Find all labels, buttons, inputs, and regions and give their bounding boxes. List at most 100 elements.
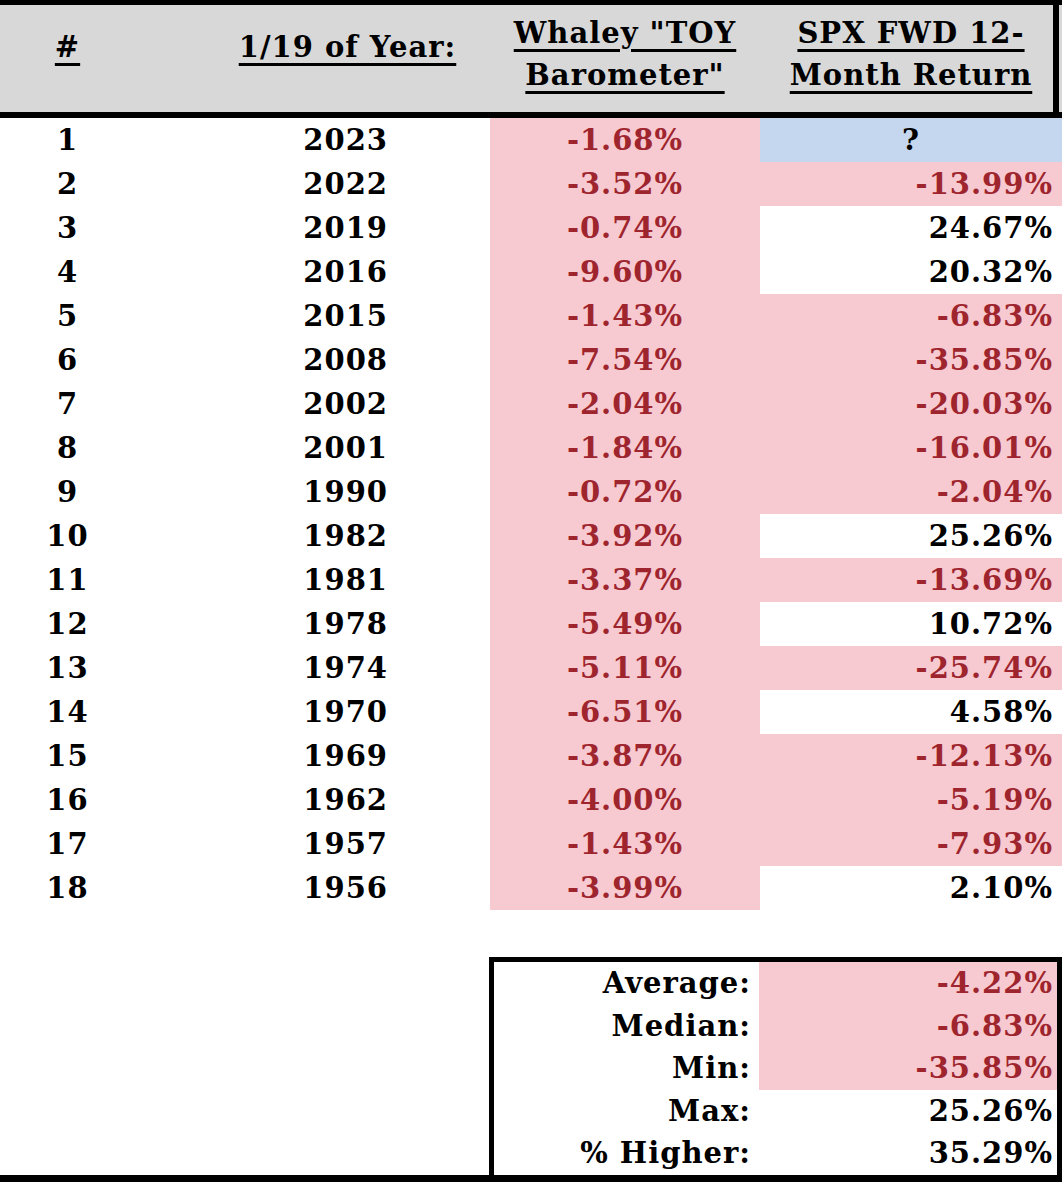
spx-return-cell: -13.69%	[760, 558, 1062, 602]
toy-barometer-cell: -9.60%	[490, 250, 760, 294]
toy-barometer-cell: -3.92%	[490, 514, 760, 558]
row-number-cell: 9	[0, 470, 135, 514]
table-row: 12023-1.68%?	[0, 118, 1062, 162]
column-header-number: #	[0, 5, 135, 112]
spx-return-cell: -16.01%	[760, 426, 1062, 470]
year-cell: 1970	[135, 690, 490, 734]
toy-barometer-cell: -6.51%	[490, 690, 760, 734]
spx-return-cell: -5.19%	[760, 778, 1062, 822]
toy-barometer-cell: -1.43%	[490, 822, 760, 866]
table-row: 181956-3.99%2.10%	[0, 866, 1062, 910]
spx-return-cell: -2.04%	[760, 470, 1062, 514]
table-row: 82001-1.84%-16.01%	[0, 426, 1062, 470]
row-number-cell: 8	[0, 426, 135, 470]
table-row: 72002-2.04%-20.03%	[0, 382, 1062, 426]
table-row: 62008-7.54%-35.85%	[0, 338, 1062, 382]
toy-barometer-cell: -3.99%	[490, 866, 760, 910]
summary-label: Max:	[494, 1090, 759, 1133]
summary-row: Max:25.26%	[494, 1090, 1057, 1133]
table-row: 52015-1.43%-6.83%	[0, 294, 1062, 338]
table-row: 91990-0.72%-2.04%	[0, 470, 1062, 514]
toy-barometer-cell: -3.52%	[490, 162, 760, 206]
column-header-year: 1/19 of Year:	[135, 5, 490, 112]
year-cell: 1962	[135, 778, 490, 822]
year-cell: 2016	[135, 250, 490, 294]
summary-value: 25.26%	[759, 1090, 1057, 1133]
year-cell: 1981	[135, 558, 490, 602]
summary-row: % Higher:35.29%	[494, 1132, 1057, 1175]
table-row: 131974-5.11%-25.74%	[0, 646, 1062, 690]
spx-return-cell: -13.99%	[760, 162, 1062, 206]
table-row: 141970-6.51%4.58%	[0, 690, 1062, 734]
spx-return-cell: ?	[760, 118, 1062, 162]
summary-label: Min:	[494, 1047, 759, 1090]
row-number-cell: 3	[0, 206, 135, 250]
row-number-cell: 11	[0, 558, 135, 602]
year-cell: 1957	[135, 822, 490, 866]
table-header: # 1/19 of Year: Whaley "TOY Barometer" S…	[0, 5, 1062, 118]
year-cell: 1956	[135, 866, 490, 910]
summary-value: -35.85%	[759, 1047, 1057, 1090]
summary-box: Average:-4.22%Median:-6.83%Min:-35.85%Ma…	[489, 957, 1062, 1175]
table-row: 121978-5.49%10.72%	[0, 602, 1062, 646]
toy-barometer-cell: -5.11%	[490, 646, 760, 690]
row-number-cell: 15	[0, 734, 135, 778]
table-row: 161962-4.00%-5.19%	[0, 778, 1062, 822]
summary-value: -6.83%	[759, 1005, 1057, 1048]
table-row: 32019-0.74%24.67%	[0, 206, 1062, 250]
toy-barometer-cell: -1.84%	[490, 426, 760, 470]
toy-barometer-cell: -4.00%	[490, 778, 760, 822]
toy-barometer-cell: -3.37%	[490, 558, 760, 602]
spx-return-cell: 2.10%	[760, 866, 1062, 910]
summary-row: Median:-6.83%	[494, 1005, 1057, 1048]
table-row: 171957-1.43%-7.93%	[0, 822, 1062, 866]
toy-barometer-cell: -5.49%	[490, 602, 760, 646]
toy-barometer-table: # 1/19 of Year: Whaley "TOY Barometer" S…	[0, 0, 1062, 1182]
spx-return-cell: -25.74%	[760, 646, 1062, 690]
row-number-cell: 2	[0, 162, 135, 206]
row-number-cell: 7	[0, 382, 135, 426]
spx-return-cell: -6.83%	[760, 294, 1062, 338]
year-cell: 2002	[135, 382, 490, 426]
summary-row: Min:-35.85%	[494, 1047, 1057, 1090]
spx-return-cell: 25.26%	[760, 514, 1062, 558]
row-number-cell: 16	[0, 778, 135, 822]
row-number-cell: 10	[0, 514, 135, 558]
summary-value: 35.29%	[759, 1132, 1057, 1175]
column-header-spx-return: SPX FWD 12-Month Return	[760, 5, 1062, 112]
spx-return-cell: 4.58%	[760, 690, 1062, 734]
year-cell: 2008	[135, 338, 490, 382]
spx-return-cell: -20.03%	[760, 382, 1062, 426]
summary-label: % Higher:	[494, 1132, 759, 1175]
table-row: 42016-9.60%20.32%	[0, 250, 1062, 294]
summary-label: Median:	[494, 1005, 759, 1048]
toy-barometer-cell: -1.43%	[490, 294, 760, 338]
table-row: 22022-3.52%-13.99%	[0, 162, 1062, 206]
year-cell: 2022	[135, 162, 490, 206]
table-row: 151969-3.87%-12.13%	[0, 734, 1062, 778]
summary-row: Average:-4.22%	[494, 962, 1057, 1005]
year-cell: 1990	[135, 470, 490, 514]
year-cell: 2023	[135, 118, 490, 162]
year-cell: 2019	[135, 206, 490, 250]
year-cell: 1982	[135, 514, 490, 558]
row-number-cell: 17	[0, 822, 135, 866]
toy-barometer-cell: -7.54%	[490, 338, 760, 382]
toy-barometer-cell: -1.68%	[490, 118, 760, 162]
table-body: 12023-1.68%?22022-3.52%-13.99%32019-0.74…	[0, 118, 1062, 910]
year-cell: 2015	[135, 294, 490, 338]
row-number-cell: 13	[0, 646, 135, 690]
table-row: 101982-3.92%25.26%	[0, 514, 1062, 558]
toy-barometer-cell: -2.04%	[490, 382, 760, 426]
toy-barometer-cell: -0.74%	[490, 206, 760, 250]
spx-return-cell: 10.72%	[760, 602, 1062, 646]
spx-return-cell: 24.67%	[760, 206, 1062, 250]
row-number-cell: 1	[0, 118, 135, 162]
column-header-toy-barometer: Whaley "TOY Barometer"	[490, 5, 760, 112]
row-number-cell: 4	[0, 250, 135, 294]
toy-barometer-cell: -3.87%	[490, 734, 760, 778]
row-number-cell: 5	[0, 294, 135, 338]
spx-return-cell: 20.32%	[760, 250, 1062, 294]
spx-return-cell: -7.93%	[760, 822, 1062, 866]
table-row: 111981-3.37%-13.69%	[0, 558, 1062, 602]
